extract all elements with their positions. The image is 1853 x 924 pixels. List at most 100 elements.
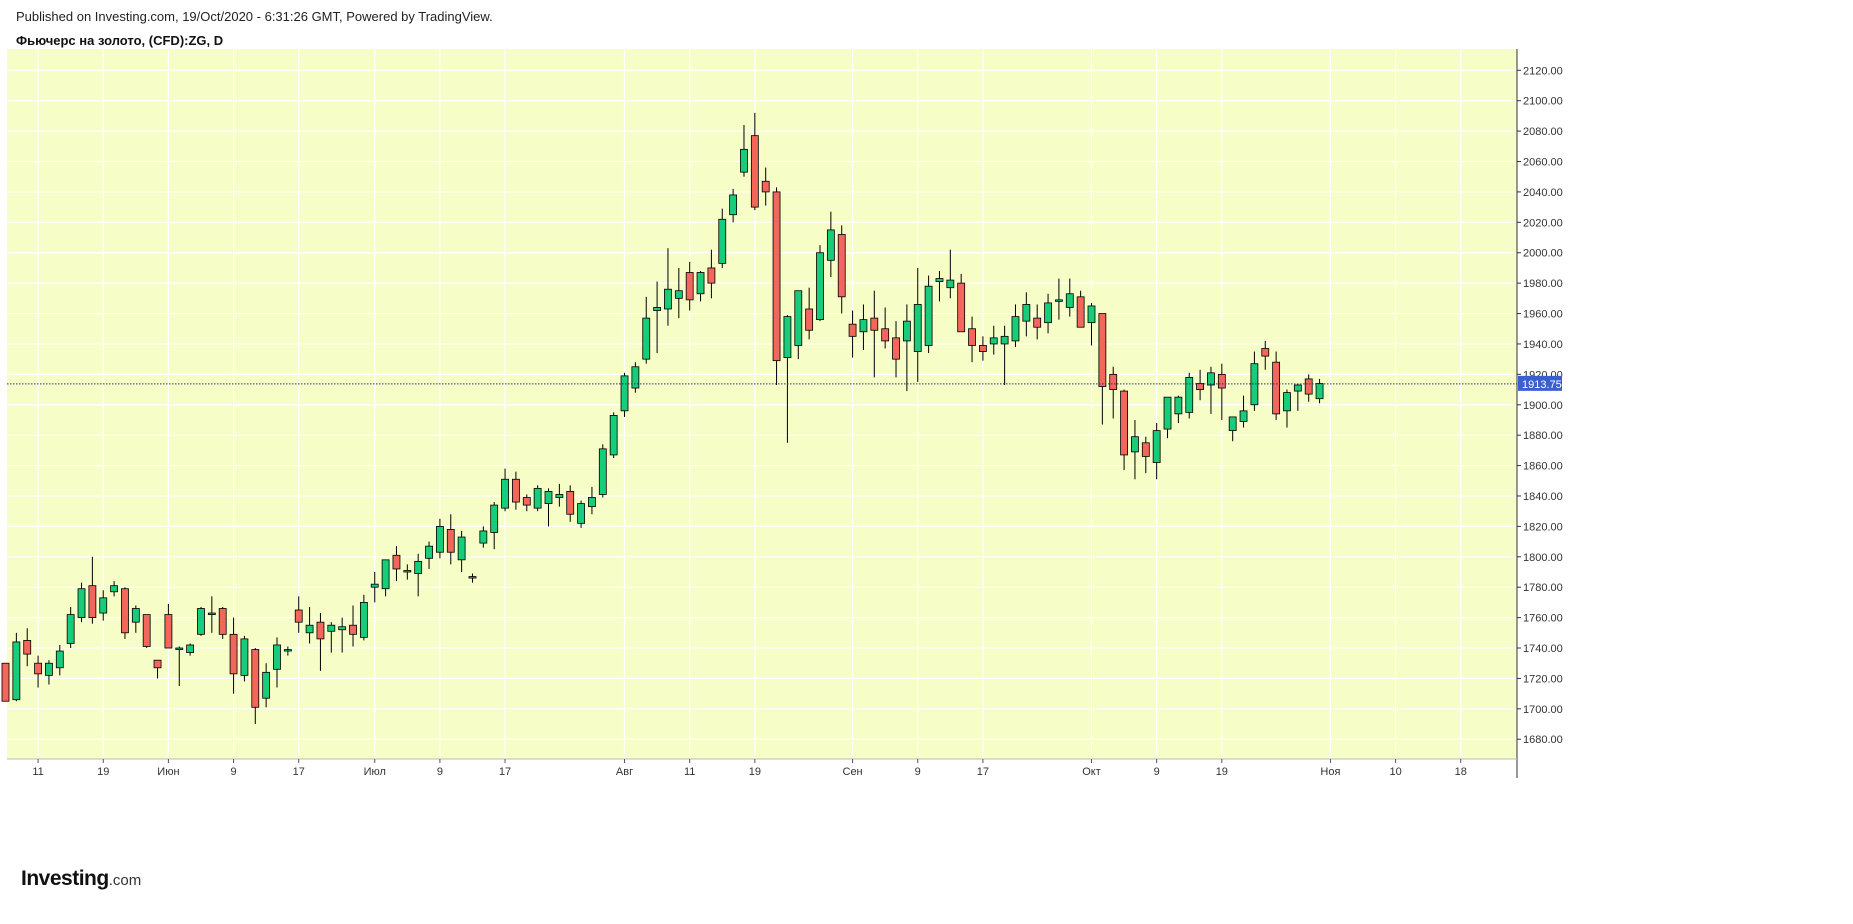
candle-up (468, 576, 477, 579)
candle-up (197, 608, 205, 635)
y-tick-label: 1780.00 (1523, 582, 1563, 594)
candle-down (229, 633, 238, 675)
candle-down (316, 621, 325, 640)
candle-up (729, 194, 738, 216)
candle-down (446, 529, 455, 553)
candle-down (1141, 442, 1150, 457)
current-price-label-text: 1913.75 (1522, 379, 1562, 391)
y-tick-label: 1800.00 (1523, 552, 1563, 564)
y-tick-label: 1880.00 (1523, 430, 1563, 442)
candle-down (403, 570, 412, 573)
x-tick-label: 17 (977, 766, 989, 778)
candle-down (772, 191, 781, 362)
x-tick-label: Окт (1082, 766, 1101, 778)
candle-up (414, 560, 423, 574)
candle-up (1185, 376, 1194, 413)
candle-down (512, 478, 520, 503)
candle-up (66, 614, 75, 644)
y-tick-label: 1900.00 (1523, 400, 1563, 412)
x-tick-label: 18 (1455, 766, 1467, 778)
y-tick-label: 1700.00 (1523, 704, 1563, 716)
candle-up (370, 583, 379, 588)
candle-down (1272, 361, 1281, 415)
candle-down (1033, 317, 1042, 328)
candle-up (131, 608, 140, 623)
candle-up (207, 612, 216, 615)
candle-up (1152, 430, 1161, 463)
candle-up (544, 491, 553, 504)
candle-up (490, 504, 499, 533)
candle-up (186, 644, 195, 653)
candle-down (164, 614, 173, 649)
candle-up (262, 671, 271, 699)
candle-up (1163, 396, 1172, 430)
candle-up (501, 478, 509, 509)
candle-up (273, 644, 281, 670)
candle-up (946, 279, 955, 289)
candle-up (653, 307, 661, 311)
x-axis: 11 19 Июн 9 17 Июл 9 17 Авг 11 19 Сен 9 17 Окт 9 19 Ноя 10… (32, 759, 1467, 778)
candle-up (1228, 416, 1237, 432)
candle-up (674, 290, 683, 299)
candle-up (902, 320, 911, 342)
candle-up (283, 649, 292, 652)
x-tick-label: Авг (616, 766, 633, 778)
candle-down (750, 135, 759, 208)
x-tick-label: 17 (293, 766, 305, 778)
candle-up (1087, 305, 1096, 324)
x-tick-label: 19 (1216, 766, 1228, 778)
candle-up (664, 288, 672, 310)
candle-up (740, 148, 748, 173)
candle-down (1098, 313, 1107, 387)
candle-up (620, 375, 629, 412)
y-tick-label: 2100.00 (1523, 96, 1563, 108)
candle-down (1304, 378, 1313, 395)
candle-up (609, 415, 618, 456)
candle-down (805, 308, 814, 331)
y-tick-label: 1740.00 (1523, 643, 1563, 655)
candle-up (1044, 302, 1052, 324)
candle-down (23, 640, 32, 655)
candle-down (522, 497, 531, 506)
candle-up (1055, 299, 1063, 302)
candle-up (935, 278, 944, 283)
candle-up (913, 304, 922, 352)
candle-down (848, 323, 857, 337)
candle-up (305, 624, 314, 634)
candle-up (1011, 316, 1020, 342)
x-tick-label: 9 (230, 766, 236, 778)
candle-down (153, 659, 162, 669)
candle-up (479, 530, 488, 544)
candle-up (794, 290, 803, 346)
candle-up (642, 317, 651, 360)
candle-up (338, 626, 347, 631)
candle-down (1120, 390, 1128, 456)
x-tick-label: 19 (749, 766, 761, 778)
y-axis: 1680.00 1700.00 1720.00 1740.00 1760.00 1780.… (1517, 65, 1563, 746)
candle-up (989, 337, 998, 345)
candle-up (1207, 372, 1215, 386)
candle-up (1293, 384, 1302, 392)
candle-up (598, 448, 607, 495)
candle-up (1065, 293, 1074, 308)
y-tick-label: 2040.00 (1523, 187, 1563, 199)
y-tick-label: 1980.00 (1523, 278, 1563, 290)
chart-title: Фьючерс на золото, (CFD):ZG, D (16, 33, 224, 48)
candle-up (110, 585, 118, 593)
x-tick-label: 19 (97, 766, 109, 778)
candle-down (121, 588, 129, 634)
candle-down (870, 317, 879, 331)
y-tick-label: 2120.00 (1523, 65, 1563, 77)
candle-down (1261, 348, 1270, 357)
candle-up (555, 494, 564, 498)
candles-group (1, 112, 1324, 725)
candle-down (1196, 383, 1204, 390)
y-tick-label: 1760.00 (1523, 613, 1563, 625)
x-tick-label: Ноя (1320, 766, 1340, 778)
candle-up (631, 366, 640, 389)
candle-up (696, 272, 705, 295)
x-tick-label: 17 (499, 766, 511, 778)
logo-suffix: .com (108, 872, 142, 889)
candle-down (88, 585, 97, 619)
